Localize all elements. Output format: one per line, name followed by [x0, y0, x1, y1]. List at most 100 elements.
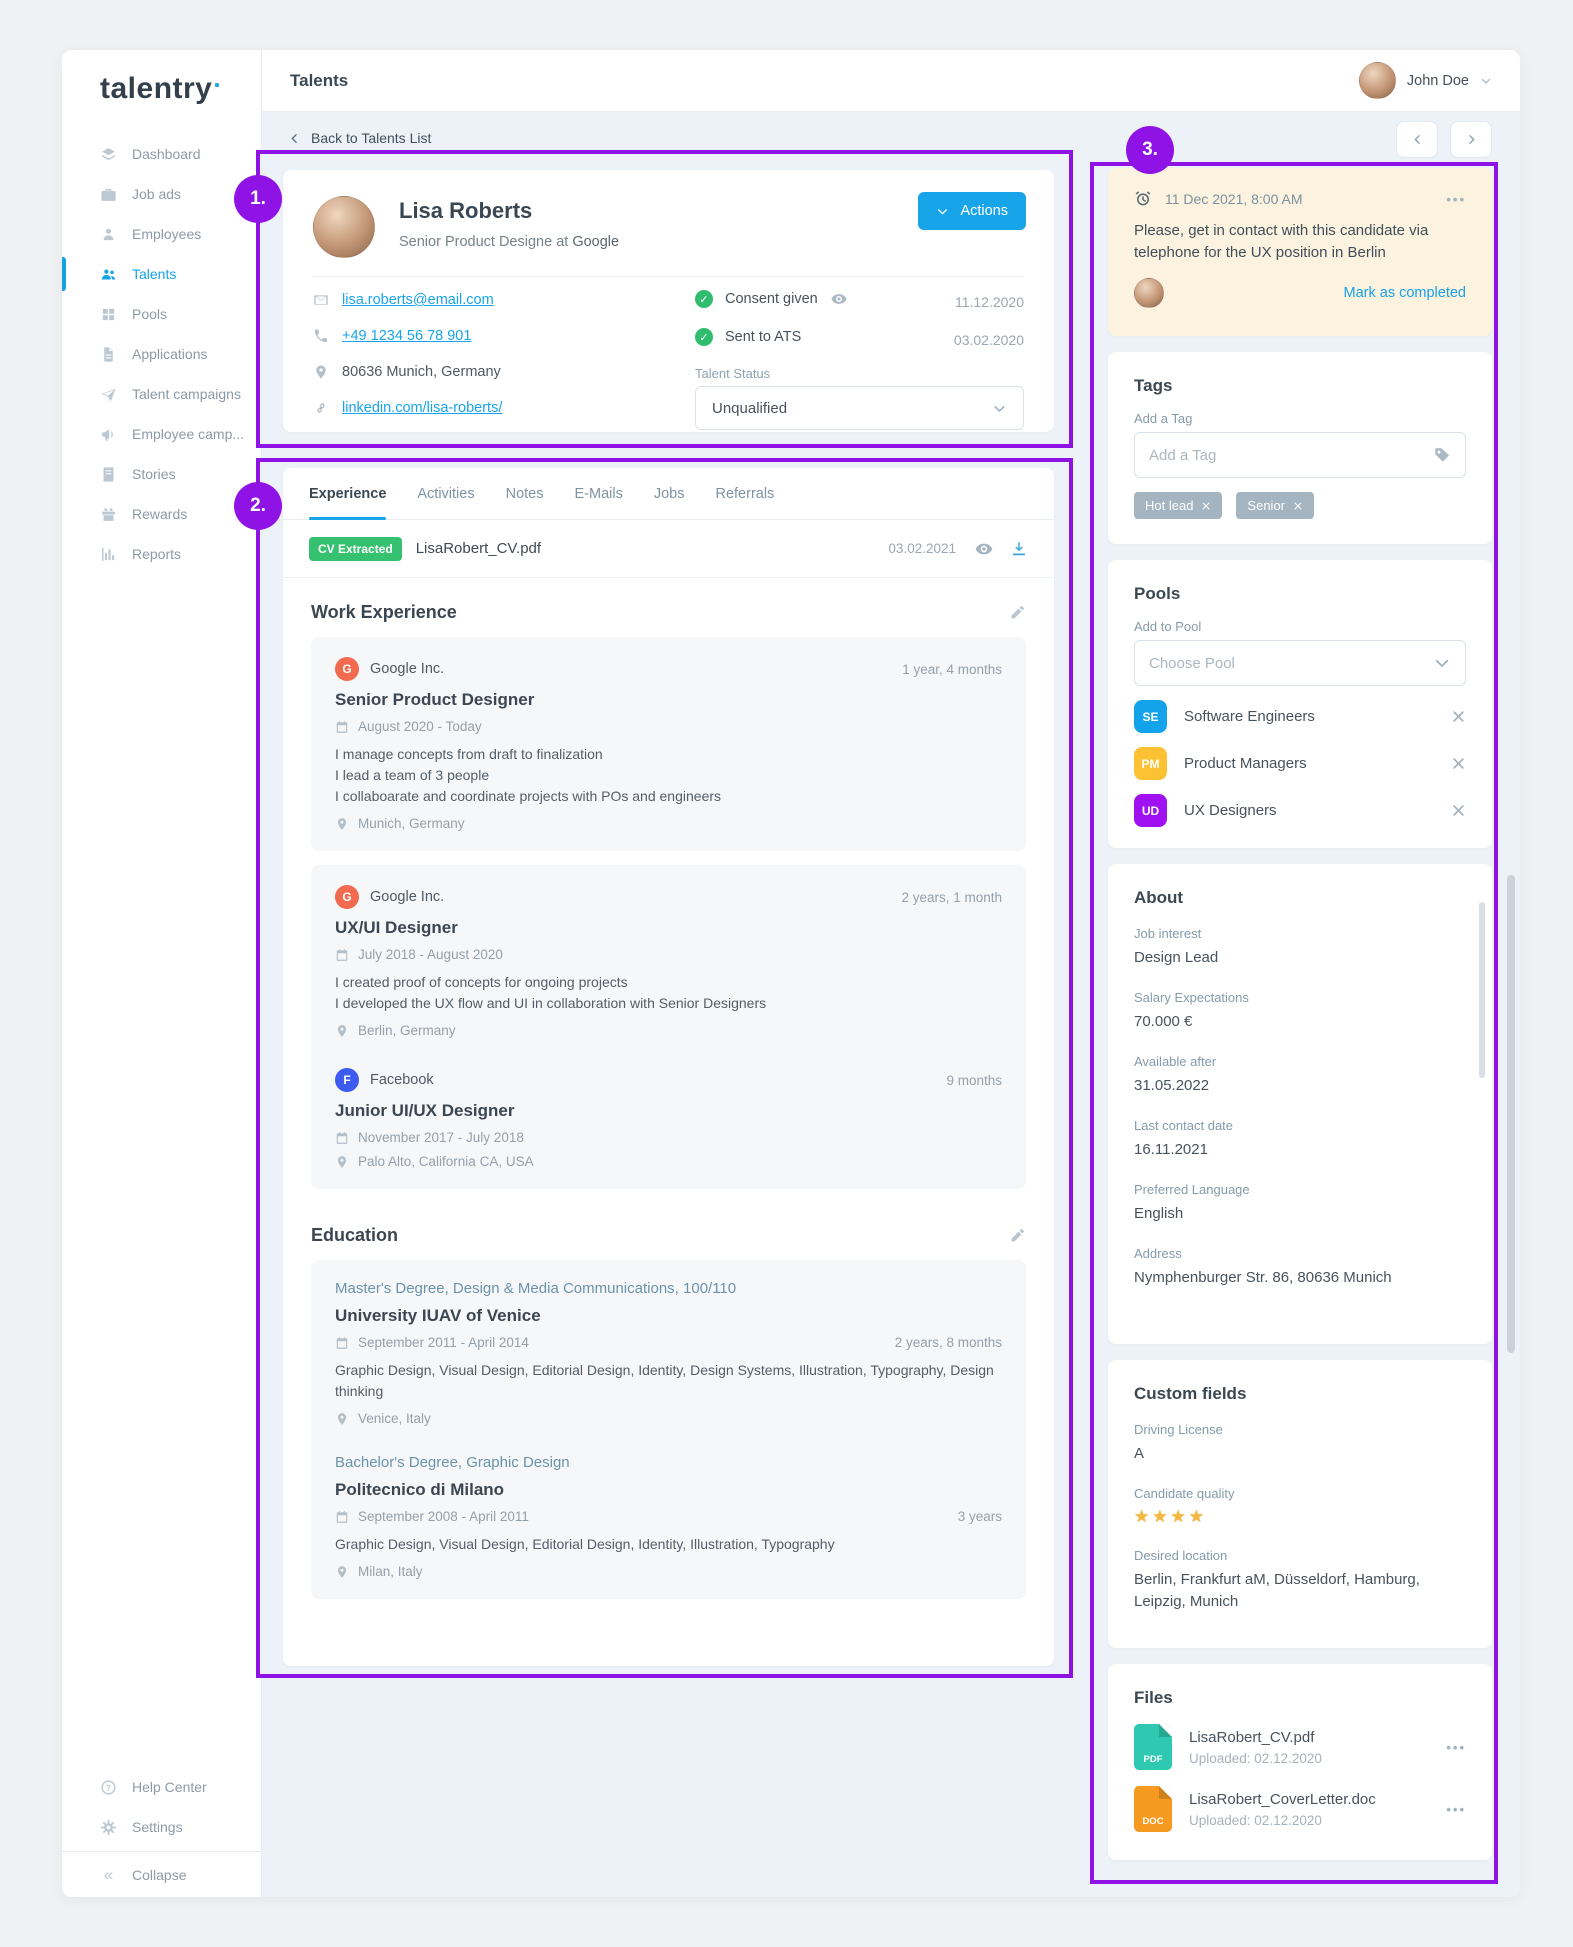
help-icon [100, 1779, 117, 1796]
linkedin-link[interactable]: linkedin.com/lisa-roberts/ [342, 400, 503, 416]
education-entry: Master's Degree, Design & Media Communic… [335, 1280, 1002, 1426]
school-name: University IUAV of Venice [335, 1306, 541, 1325]
phone-link[interactable]: +49 1234 56 78 901 [342, 328, 472, 344]
sidebar-item-employee-campaigns[interactable]: Employee camp... [62, 414, 261, 454]
date-range: July 2018 - August 2020 [358, 947, 503, 962]
sidebar-item-rewards[interactable]: Rewards [62, 494, 261, 534]
field-label: Last contact date [1134, 1118, 1234, 1133]
sidebar-item-pools[interactable]: Pools [62, 294, 261, 334]
section-title: Work Experience [311, 602, 457, 622]
add-to-pool-label: Add to Pool [1134, 619, 1202, 634]
field-value: Berlin, Frankfurt aM, Düsseldorf, Hambur… [1134, 1571, 1420, 1610]
previous-talent-button[interactable] [1396, 121, 1438, 158]
calendar-icon [335, 1131, 349, 1145]
sidebar-item-label: Collapse [132, 1866, 187, 1883]
calendar-icon [335, 720, 349, 734]
duration: 9 months [946, 1072, 1002, 1088]
tag-pill-senior[interactable]: Senior [1236, 492, 1314, 519]
remove-pool-icon[interactable] [1451, 756, 1466, 771]
work-entry: F Facebook 9 months Junior UI/UX Designer … [335, 1068, 1002, 1169]
choose-pool-select[interactable]: Choose Pool [1134, 640, 1466, 686]
remove-pool-icon[interactable] [1451, 803, 1466, 818]
back-to-talents-link[interactable]: Back to Talents List [288, 130, 431, 146]
pin-icon [335, 1155, 349, 1169]
eye-icon[interactable] [974, 539, 994, 559]
tab-jobs[interactable]: Jobs [653, 485, 685, 502]
tag-input[interactable] [1149, 446, 1433, 464]
close-icon[interactable] [1293, 501, 1303, 511]
about-field: Last contact date 16.11.2021 [1134, 1118, 1466, 1161]
pool-name: Software Engineers [1184, 708, 1315, 725]
eye-icon[interactable] [830, 290, 848, 308]
about-field: Salary Expectations 70.000 € [1134, 990, 1466, 1033]
sidebar-item-job-ads[interactable]: Job ads [62, 174, 261, 214]
close-icon[interactable] [1201, 501, 1211, 511]
subtitle-connector: at [556, 234, 569, 250]
download-icon[interactable] [1010, 540, 1028, 558]
right-sidebar: 11 Dec 2021, 8:00 AM ••• Please, get in … [1108, 168, 1492, 1860]
edit-pencil-icon[interactable] [1008, 604, 1026, 622]
candidate-name: Lisa Roberts [399, 198, 533, 223]
file-uploaded-date: Uploaded: 02.12.2020 [1189, 1750, 1322, 1766]
file-row-cover-letter[interactable]: DOC LisaRobert_CoverLetter.doc Uploaded:… [1134, 1786, 1466, 1832]
date-range: September 2008 - April 2011 [358, 1509, 529, 1524]
candidate-company: Google [572, 234, 620, 250]
sidebar-item-settings[interactable]: Settings [62, 1807, 261, 1847]
next-talent-button[interactable] [1450, 121, 1492, 158]
tag-pill-hot-lead[interactable]: Hot lead [1134, 492, 1223, 519]
sidebar-item-reports[interactable]: Reports [62, 534, 261, 574]
company-name: Facebook [370, 1072, 434, 1088]
mark-completed-link[interactable]: Mark as completed [1343, 285, 1467, 301]
actions-button[interactable]: Actions [918, 192, 1026, 230]
file-row-cv[interactable]: PDF LisaRobert_CV.pdf Uploaded: 02.12.20… [1134, 1724, 1466, 1770]
sidebar-item-dashboard[interactable]: Dashboard [62, 134, 261, 174]
sidebar-collapse-button[interactable]: « Collapse [62, 1851, 261, 1897]
pin-icon [335, 1565, 349, 1579]
sidebar: talentry. Dashboard Job ads Employees Ta… [62, 50, 262, 1897]
reminder-card: 11 Dec 2021, 8:00 AM ••• Please, get in … [1108, 168, 1492, 336]
sidebar-item-label: Reports [132, 546, 182, 562]
tab-activities[interactable]: Activities [417, 485, 475, 502]
tab-referrals[interactable]: Referrals [715, 485, 775, 502]
tab-experience[interactable]: Experience [309, 468, 387, 520]
experience-card: Experience Activities Notes E-Mails Jobs… [283, 468, 1054, 1666]
education-description: Graphic Design, Visual Design, Editorial… [335, 1536, 835, 1552]
about-field: Available after 31.05.2022 [1134, 1054, 1466, 1097]
date-range: August 2020 - Today [358, 719, 482, 734]
tab-emails[interactable]: E-Mails [574, 485, 623, 502]
sidebar-item-employees[interactable]: Employees [62, 214, 261, 254]
app-logo[interactable]: talentry. [100, 63, 221, 106]
about-field: Address Nymphenburger Str. 86, 80636 Muni… [1134, 1246, 1466, 1289]
sidebar-item-label: Employee camp... [132, 426, 245, 442]
chevron-down-icon [992, 401, 1007, 416]
talent-status-select[interactable]: Unqualified [695, 386, 1024, 430]
check-circle-icon: ✓ [695, 328, 713, 346]
remove-pool-icon[interactable] [1451, 709, 1466, 724]
job-description: I created proof of concepts for ongoing … [335, 974, 767, 1011]
sidebar-item-stories[interactable]: Stories [62, 454, 261, 494]
ellipsis-menu-icon[interactable]: ••• [1446, 1801, 1466, 1817]
email-link[interactable]: lisa.roberts@email.com [342, 292, 494, 308]
card-title: Custom fields [1134, 1384, 1247, 1403]
files-card: Files PDF LisaRobert_CV.pdf Uploaded: 02… [1108, 1664, 1492, 1860]
file-name: LisaRobert_CoverLetter.doc [1189, 1790, 1376, 1808]
sidebar-item-help-center[interactable]: Help Center [62, 1767, 261, 1807]
edit-pencil-icon[interactable] [1008, 1227, 1026, 1245]
sidebar-item-label: Stories [132, 466, 176, 482]
sidebar-item-talents[interactable]: Talents [62, 254, 261, 294]
card-scrollbar[interactable] [1479, 902, 1485, 1078]
tab-notes[interactable]: Notes [505, 485, 544, 502]
pool-row-product-managers: PM Product Managers [1134, 747, 1466, 780]
sidebar-item-applications[interactable]: Applications [62, 334, 261, 374]
ellipsis-menu-icon[interactable]: ••• [1446, 191, 1466, 207]
page-scrollbar[interactable] [1507, 875, 1515, 1353]
facebook-logo-icon: F [335, 1068, 359, 1092]
google-logo-icon: G [335, 657, 359, 681]
sidebar-item-talent-campaigns[interactable]: Talent campaigns [62, 374, 261, 414]
ellipsis-menu-icon[interactable]: ••• [1446, 1739, 1466, 1755]
user-menu[interactable]: John Doe [1358, 62, 1492, 99]
custom-field-driving-license: Driving License A [1134, 1422, 1466, 1465]
cv-filename[interactable]: LisaRobert_CV.pdf [415, 540, 542, 557]
file-name: LisaRobert_CV.pdf [1189, 1728, 1315, 1746]
field-label: Candidate quality [1134, 1486, 1235, 1501]
